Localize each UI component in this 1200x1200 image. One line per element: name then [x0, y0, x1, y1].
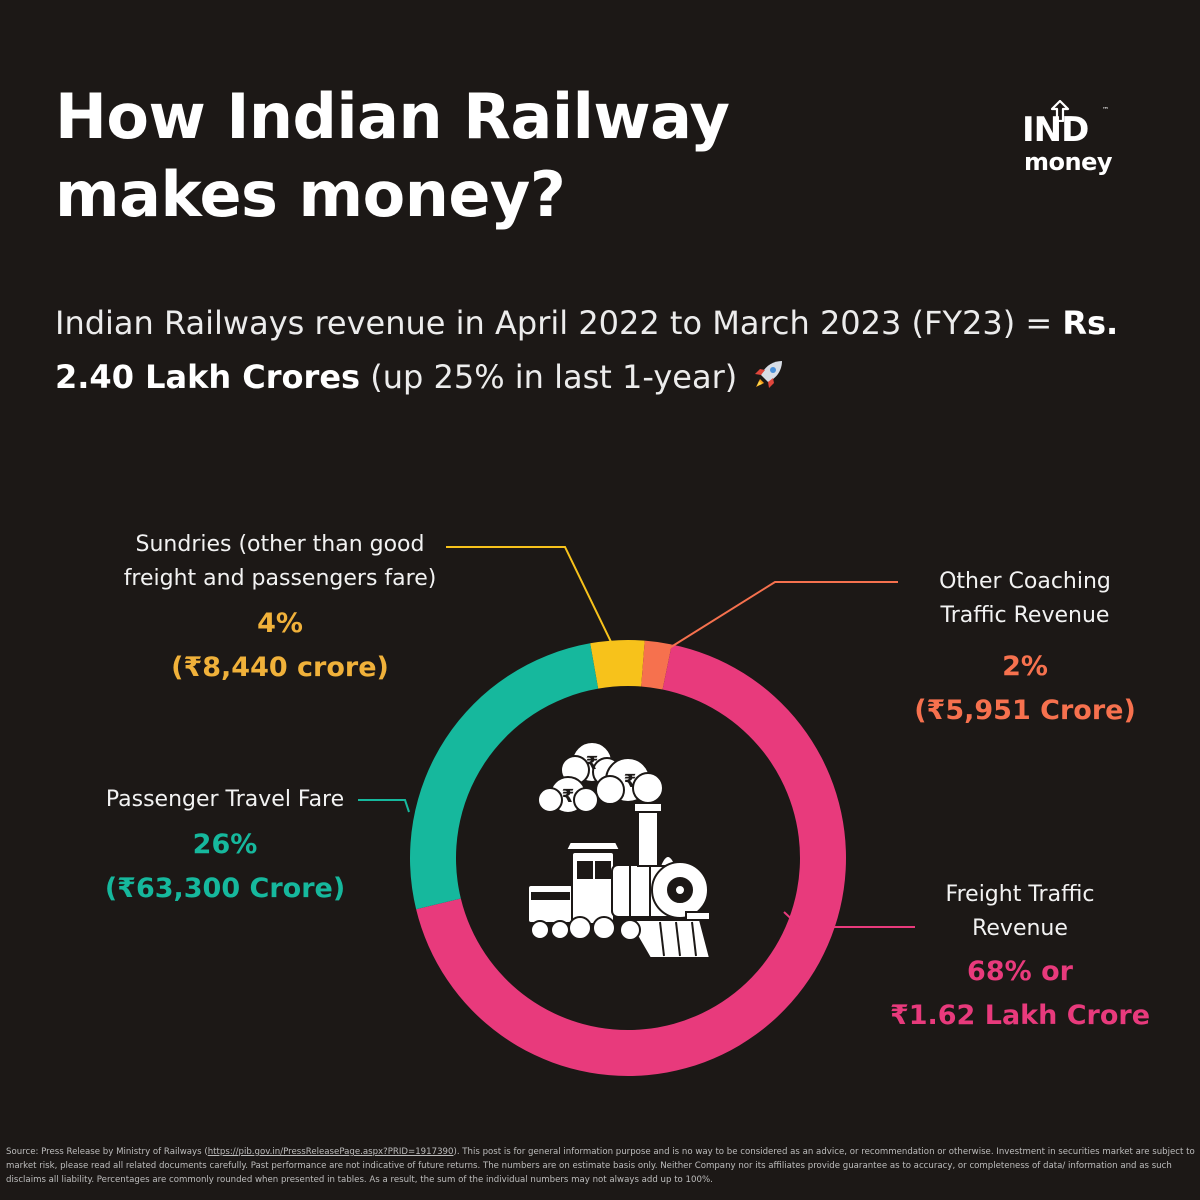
- logo-trademark: ™: [1102, 106, 1109, 114]
- rupee-symbol: ₹: [624, 771, 637, 792]
- subtitle-prefix: Indian Railways revenue in April 2022 to…: [55, 304, 1063, 342]
- rupee-symbol: ₹: [562, 786, 575, 807]
- label-sundries-name-2: freight and passengers fare): [123, 566, 437, 591]
- logo-ind-text: IND: [1022, 110, 1089, 150]
- leader-line-passenger: [358, 799, 410, 813]
- page-title: How Indian Railway makes money?: [55, 80, 730, 231]
- train-with-rupee-smoke-icon: ₹ ₹ ₹: [527, 741, 712, 959]
- label-freight-name-1: Freight Traffic: [945, 882, 1095, 907]
- label-coaching-pct: 2%: [1002, 651, 1048, 682]
- source-link[interactable]: https://pib.gov.in/PressReleasePage.aspx…: [207, 1147, 454, 1157]
- slice-other-coaching: [641, 640, 672, 690]
- label-sundries: Sundries (other than good freight and pa…: [100, 528, 460, 690]
- label-coaching-name-2: Traffic Revenue: [940, 603, 1110, 628]
- label-freight-amount: ₹1.62 Lakh Crore: [889, 1000, 1151, 1031]
- rocket-icon: [755, 361, 783, 388]
- label-freight: Freight Traffic Revenue 68% or ₹1.62 Lak…: [870, 878, 1170, 1038]
- up-arrow-icon: [1050, 100, 1070, 122]
- leader-line-sundries: [446, 546, 614, 647]
- subtitle-highlight: Rs. 2.40 Lakh Crores: [55, 304, 1119, 396]
- donut-ring: [409, 640, 846, 1076]
- leader-line-freight: [783, 911, 915, 928]
- disclaimer-footer: Source: Press Release by Ministry of Rai…: [6, 1145, 1196, 1187]
- leader-line-coaching: [662, 581, 898, 653]
- label-coaching-name-1: Other Coaching: [939, 569, 1111, 594]
- slice-sundries: [590, 640, 645, 689]
- footer-source-text: Source: Press Release by Ministry of Rai…: [6, 1147, 208, 1157]
- rupee-symbol: ₹: [586, 753, 599, 774]
- label-coaching-amount: (₹5,951 Crore): [914, 695, 1136, 726]
- smoke-cloud-icon: [537, 741, 664, 814]
- logo-money-text: money: [1024, 148, 1113, 176]
- subtitle: Indian Railways revenue in April 2022 to…: [55, 296, 1165, 404]
- footer-disclaimer-text: ). This post is for general information …: [6, 1147, 1195, 1185]
- indmoney-logo: IND ™ money: [1022, 100, 1113, 180]
- label-passenger-pct: 26%: [192, 829, 258, 860]
- subtitle-suffix: (up 25% in last 1-year): [360, 358, 738, 396]
- label-sundries-name-1: Sundries (other than good: [135, 532, 425, 557]
- label-freight-name-2: Revenue: [972, 916, 1068, 941]
- label-freight-pct: 68% or: [967, 956, 1073, 987]
- label-passenger-amount: (₹63,300 Crore): [104, 873, 346, 904]
- label-sundries-pct: 4%: [257, 608, 303, 639]
- label-coaching: Other Coaching Traffic Revenue 2% (₹5,95…: [880, 565, 1170, 733]
- label-passenger: Passenger Travel Fare 26% (₹63,300 Crore…: [80, 783, 370, 911]
- label-passenger-name: Passenger Travel Fare: [105, 787, 345, 812]
- slice-passenger: [409, 643, 599, 910]
- label-sundries-amount: (₹8,440 crore): [171, 652, 389, 683]
